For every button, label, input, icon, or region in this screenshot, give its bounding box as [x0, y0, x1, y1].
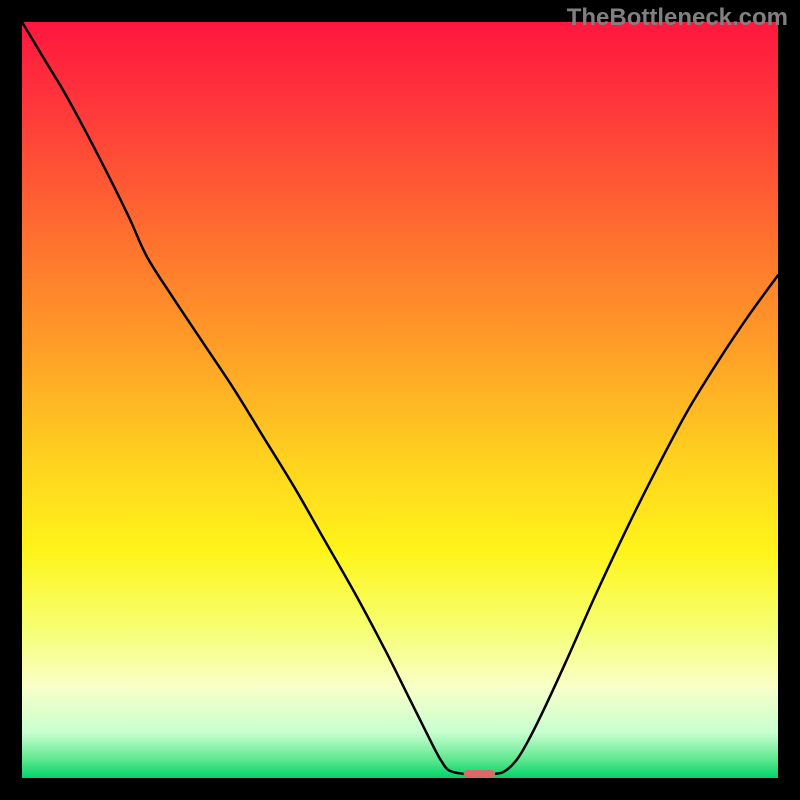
- chart-background-gradient: [22, 22, 778, 778]
- chart-svg: [22, 22, 778, 778]
- chart-outer-frame: TheBottleneck.com: [0, 0, 800, 800]
- watermark-text: TheBottleneck.com: [567, 4, 788, 32]
- chart-min-marker: [464, 770, 496, 778]
- chart-plot-area: [22, 22, 778, 778]
